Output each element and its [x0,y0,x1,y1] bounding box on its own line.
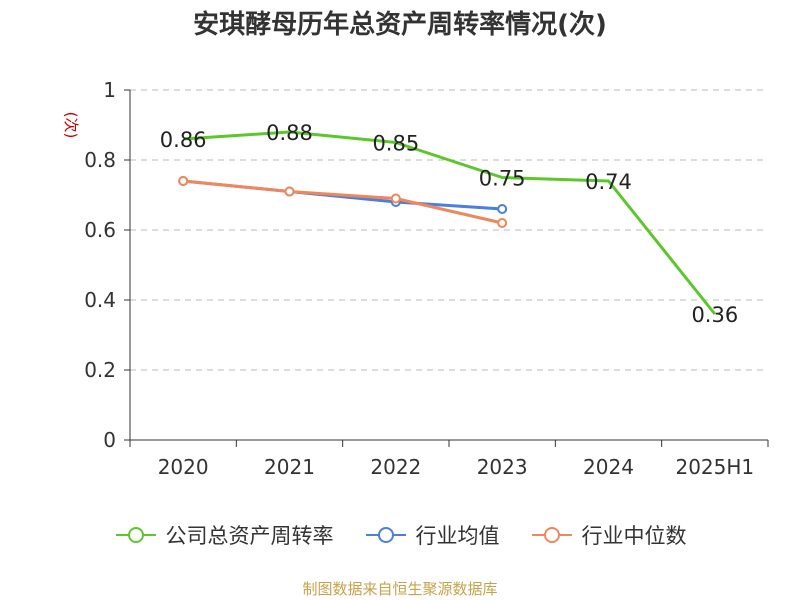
legend-label-company: 公司总资产周转率 [165,524,334,548]
y-axis-unit-label: (次) [62,112,80,139]
data-source-note: 制图数据来自恒生聚源数据库 [302,580,498,598]
data-label: 0.74 [585,170,632,194]
legend-item-industry-median[interactable]: 行业中位数 [530,520,687,550]
series-line-0 [183,130,717,315]
legend-marker-icon [115,527,156,543]
legend-marker-icon [531,527,572,543]
data-label: 0.36 [691,303,738,327]
x-tick-label: 2025H1 [675,455,754,479]
y-tick-label: 0.4 [84,288,116,312]
legend-label-industry-mean: 行业均值 [415,524,500,548]
data-point-1 [497,204,508,214]
x-tick-label: 2022 [370,455,421,479]
x-tick-label: 2020 [158,455,209,479]
y-tick-label: 0.2 [84,358,116,382]
data-point-2 [178,176,189,186]
data-label: 0.88 [266,121,313,145]
legend-item-company[interactable]: 公司总资产周转率 [114,520,334,550]
data-label: 0.85 [372,132,419,156]
y-tick-label: 0.6 [84,218,116,242]
data-point-2 [284,186,295,197]
series-line-2 [183,179,503,225]
data-label: 0.86 [160,128,207,152]
legend-item-industry-mean[interactable]: 行业均值 [364,520,500,550]
line-chart: 0 0.2 0.4 0.6 0.8 1 2020 2021 2022 2023 2024 2025H1… [62,78,769,479]
y-tick-label: 0.8 [84,148,116,172]
y-tick-label: 0 [103,428,116,452]
chart-title: 安琪酵母历年总资产周转率情况(次) [193,10,607,40]
data-label: 0.75 [479,167,526,191]
legend-label-industry-median: 行业中位数 [581,524,687,548]
legend-marker-icon [365,527,406,543]
x-tick-label: 2024 [583,455,634,479]
x-tick-label: 2021 [264,455,315,479]
data-point-2 [497,218,508,228]
chart-legend: 公司总资产周转率 行业均值 行业中位数 [0,520,800,550]
x-tick-label: 2023 [477,455,528,479]
y-tick-label: 1 [103,78,116,102]
data-point-2 [390,193,401,204]
